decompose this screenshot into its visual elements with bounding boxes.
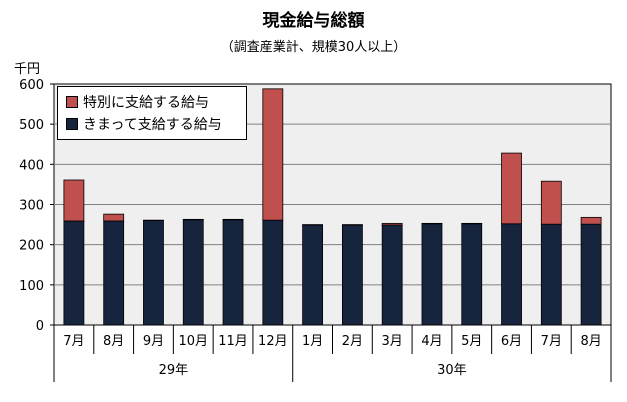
year-group-label: 30年 <box>437 363 467 378</box>
x-tick-label: 12月 <box>258 334 288 349</box>
bar-regular-pay <box>341 224 363 326</box>
y-tick-label: 300 <box>19 199 44 214</box>
chart-title: 現金給与総額 <box>262 11 365 31</box>
y-tick-label: 100 <box>19 279 44 294</box>
y-tick-label: 200 <box>19 239 44 254</box>
y-tick-label: 400 <box>19 158 44 173</box>
legend-item-special: 特別に支給する給与 <box>66 92 209 112</box>
y-tick-label: 500 <box>19 118 44 133</box>
x-tick-label: 8月 <box>103 334 124 349</box>
x-tick-label: 11月 <box>218 334 248 349</box>
x-tick-label: 8月 <box>580 334 601 349</box>
x-tick-label: 9月 <box>143 334 164 349</box>
bar-regular-pay <box>381 224 403 326</box>
legend-swatch-regular <box>66 118 78 130</box>
legend-label-regular: きまって支給する給与 <box>83 117 222 133</box>
bar-regular-pay <box>501 223 522 326</box>
legend-label-special: 特別に支給する給与 <box>83 95 209 111</box>
bar-regular-pay <box>182 219 204 326</box>
x-tick-label: 7月 <box>541 334 562 349</box>
bar-regular-pay <box>262 219 284 326</box>
bar-regular-pay <box>580 223 602 326</box>
x-tick-label: 6月 <box>501 334 522 349</box>
x-tick-label: 3月 <box>382 334 403 349</box>
bar-special-pay <box>381 222 403 226</box>
x-tick-label: 5月 <box>461 334 482 349</box>
year-group-label: 29年 <box>159 363 189 378</box>
bar-regular-pay <box>222 219 244 326</box>
bar-regular-pay <box>540 223 562 326</box>
bar-regular-pay <box>103 220 125 326</box>
bar-special-pay <box>103 213 125 222</box>
x-tick-label: 1月 <box>302 334 323 349</box>
bar-regular-pay <box>63 220 85 326</box>
bar-special-pay <box>63 179 85 222</box>
bar-special-pay <box>501 152 522 225</box>
bar-special-pay <box>540 180 562 225</box>
bar-regular-pay <box>302 224 324 326</box>
bar-regular-pay <box>143 220 164 326</box>
legend: 特別に支給する給与 きまって支給する給与 <box>57 86 247 140</box>
y-tick-label: 600 <box>19 78 44 93</box>
bar-regular-pay <box>461 223 483 326</box>
y-tick-label: 0 <box>36 319 44 334</box>
x-tick-label: 7月 <box>63 334 84 349</box>
x-tick-label: 4月 <box>421 334 442 349</box>
y-axis-unit-label: 千円 <box>14 62 41 77</box>
bar-special-pay <box>580 216 602 225</box>
bar-regular-pay <box>421 223 443 326</box>
bar-special-pay <box>262 88 284 221</box>
legend-swatch-special <box>66 96 78 108</box>
chart-subtitle: （調査産業計、規模30人以上） <box>220 40 407 55</box>
legend-item-regular: きまって支給する給与 <box>66 114 222 134</box>
x-tick-label: 10月 <box>178 334 208 349</box>
x-tick-label: 2月 <box>342 334 363 349</box>
